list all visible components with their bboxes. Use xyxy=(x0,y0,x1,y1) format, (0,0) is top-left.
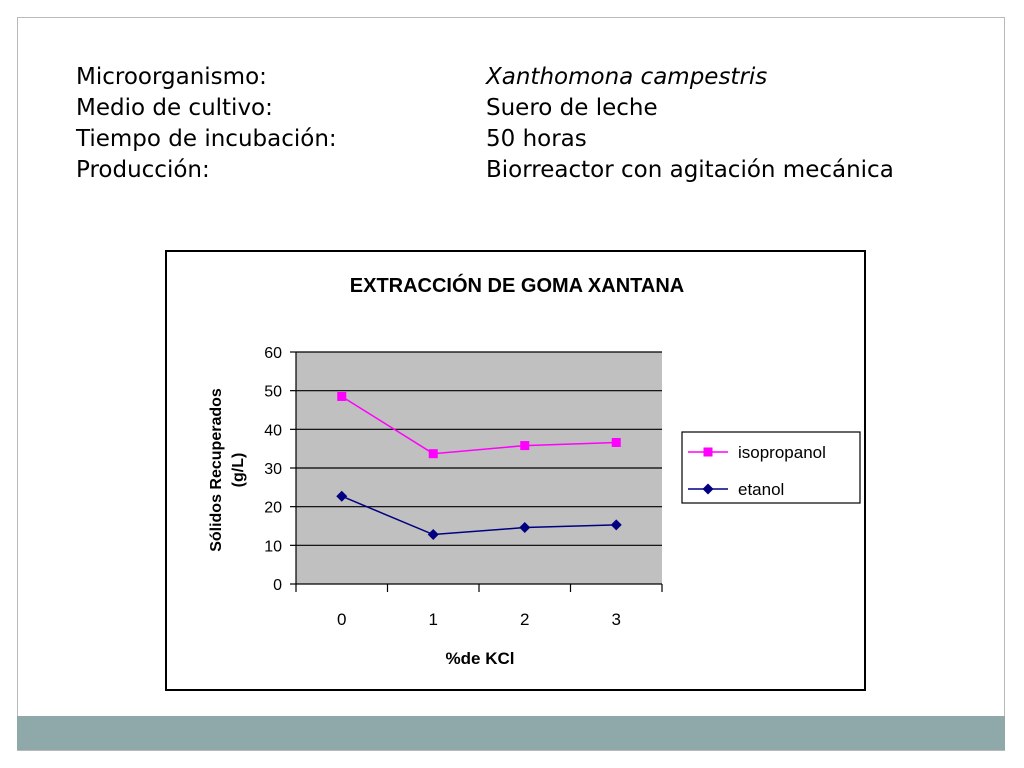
y-tick-label: 10 xyxy=(264,538,282,555)
chart-title: EXTRACCIÓN DE GOMA XANTANA xyxy=(350,273,684,297)
series-line-etanol xyxy=(341,495,617,536)
data-point-isopropanol xyxy=(337,391,347,401)
info-row-microorganism: Microorganismo: Xanthomona campestris xyxy=(76,62,976,93)
x-tick-label: 2 xyxy=(520,610,529,629)
legend: isopropanol etanol xyxy=(681,431,861,504)
info-value: Biorreactor con agitación mecánica xyxy=(486,157,894,183)
data-point-etanol xyxy=(610,519,622,531)
series-line-isopropanol xyxy=(341,395,617,455)
legend-label: isopropanol xyxy=(738,443,826,462)
y-tick-label: 60 xyxy=(264,345,282,362)
info-label: Medio de cultivo: xyxy=(76,95,273,121)
data-point-etanol xyxy=(336,490,348,502)
chart-container: EXTRACCIÓN DE GOMA XANTANA Sólidos Recup… xyxy=(165,250,866,691)
info-value: Xanthomona campestris xyxy=(486,64,768,90)
y-tick-label: 50 xyxy=(264,384,282,401)
info-value: Suero de leche xyxy=(486,95,658,121)
y-tick-label: 30 xyxy=(264,461,282,478)
x-axis-label: %de KCl xyxy=(446,649,515,668)
y-tick-label: 0 xyxy=(273,577,282,594)
info-label: Microorganismo: xyxy=(76,64,267,90)
info-block: Microorganismo: Xanthomona campestris Me… xyxy=(76,62,976,186)
info-value: 50 horas xyxy=(486,126,587,152)
legend-swatch-marker xyxy=(703,447,713,457)
info-row-medium: Medio de cultivo: Suero de leche xyxy=(76,93,976,124)
legend-swatch-marker xyxy=(702,483,714,495)
y-axis-label: Sólidos Recuperados (g/L) xyxy=(208,388,247,552)
y-axis-label-line2: (g/L) xyxy=(230,453,247,488)
y-tick-label: 20 xyxy=(264,500,282,517)
data-point-etanol xyxy=(427,529,439,541)
info-row-incubation: Tiempo de incubación: 50 horas xyxy=(76,124,976,155)
info-label: Producción: xyxy=(76,157,210,183)
info-label: Tiempo de incubación: xyxy=(76,126,337,152)
data-point-isopropanol xyxy=(428,449,438,459)
line-chart: EXTRACCIÓN DE GOMA XANTANA Sólidos Recup… xyxy=(208,273,861,668)
legend-box xyxy=(681,431,861,504)
legend-label: etanol xyxy=(738,480,784,499)
y-axis-label-line1: Sólidos Recuperados xyxy=(208,388,225,552)
plot-area: 0 10 20 30 40 50 60 0 1 2 3 xyxy=(264,345,663,629)
data-point-isopropanol xyxy=(611,437,621,447)
y-tick-label: 40 xyxy=(264,422,282,439)
x-tick-label: 1 xyxy=(429,610,438,629)
info-row-production: Producción: Biorreactor con agitación me… xyxy=(76,155,976,186)
data-point-etanol xyxy=(519,522,531,534)
x-tick-label: 3 xyxy=(612,610,621,629)
footer-bar xyxy=(17,716,1005,750)
data-point-isopropanol xyxy=(520,441,530,451)
x-tick-label: 0 xyxy=(337,610,346,629)
